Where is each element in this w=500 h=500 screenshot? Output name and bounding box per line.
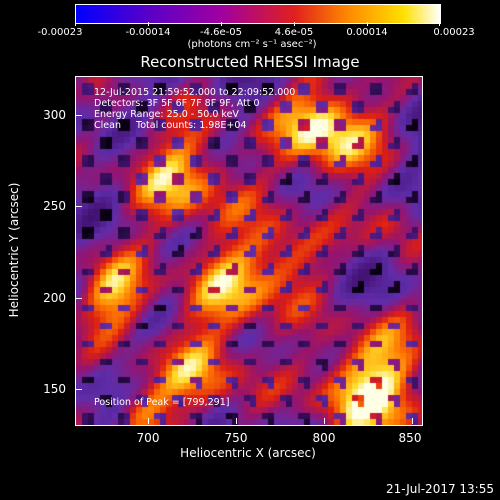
y-tick	[76, 115, 82, 116]
x-tick-label: 700	[136, 431, 160, 445]
colorbar-label: -0.00014	[125, 27, 171, 38]
image-title: Reconstructed RHESSI Image	[140, 53, 360, 71]
x-tick-label: 800	[312, 431, 336, 445]
colorbar-tick	[367, 22, 368, 26]
colorbar-label: 4.6e-05	[274, 27, 314, 38]
colorbar-tick	[294, 22, 295, 26]
y-axis-title: Heliocentric Y (arcsec)	[7, 182, 21, 318]
x-tick-label: 850	[398, 431, 422, 445]
colorbar-label: -4.6e-05	[200, 27, 242, 38]
y-tick-label: 200	[43, 291, 66, 305]
info-detectors: Detectors: 3F 5F 6F 7F 8F 9F, Att 0	[94, 98, 260, 109]
timestamp: 21-Jul-2017 13:55	[385, 482, 494, 496]
x-tick	[236, 418, 237, 424]
x-tick	[148, 418, 149, 424]
x-tick-label: 750	[224, 431, 248, 445]
colorbar-label: 0.00014	[346, 27, 388, 38]
colorbar	[75, 4, 441, 24]
info-total-counts: Clean Total counts: 1.98E+04	[94, 120, 247, 131]
colorbar-label: 0.00023	[433, 27, 475, 38]
colorbar-label: -0.00023	[37, 27, 83, 38]
y-tick-label: 250	[43, 199, 66, 213]
colorbar-tick	[221, 22, 222, 26]
info-energy-range: Energy Range: 25.0 - 50.0 keV	[94, 109, 239, 120]
colorbar-tick	[439, 22, 440, 26]
x-tick	[412, 418, 413, 424]
colorbar-unit: (photons cm⁻² s⁻¹ asec⁻²)	[187, 39, 317, 50]
colorbar-tick	[75, 22, 76, 26]
y-tick	[76, 206, 82, 207]
y-tick	[76, 389, 82, 390]
x-tick	[324, 418, 325, 424]
info-time-range: 12-Jul-2015 21:59:52.000 to 22:09:52.000	[94, 87, 296, 98]
colorbar-tick	[148, 22, 149, 26]
rhessi-image[interactable]	[75, 76, 423, 426]
y-tick-label: 150	[43, 382, 66, 396]
x-axis-title: Heliocentric X (arcsec)	[180, 446, 316, 460]
image-canvas[interactable]	[76, 77, 422, 425]
peak-position: Position of Peak = [799,291]	[94, 397, 230, 408]
y-tick	[76, 298, 82, 299]
y-tick-label: 300	[43, 108, 66, 122]
